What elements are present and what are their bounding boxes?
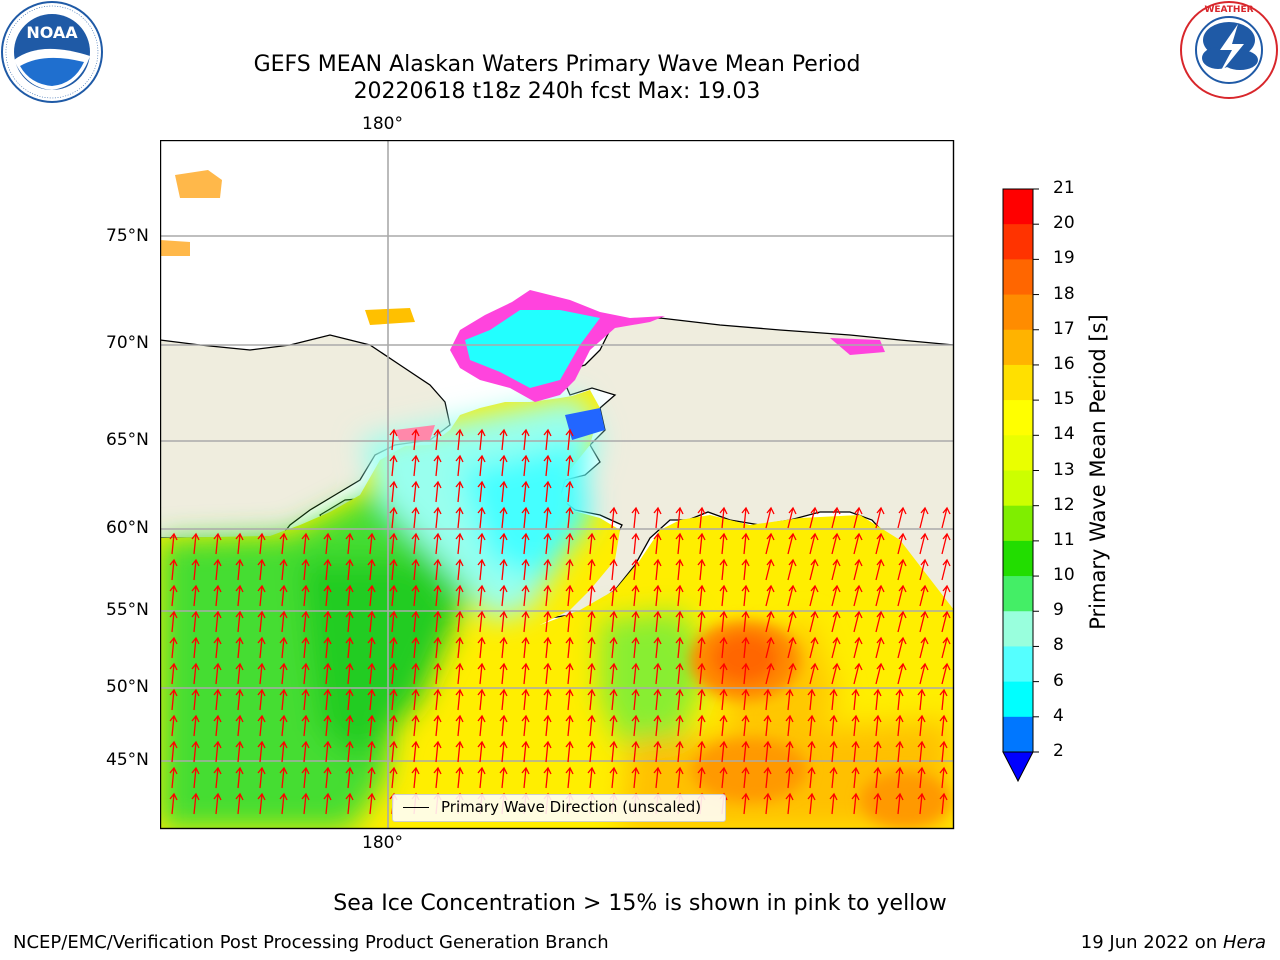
- colorbar-band: [1003, 717, 1033, 753]
- colorbar-band: [1003, 330, 1033, 366]
- colorbar-tick-label: 19: [1053, 248, 1075, 268]
- sea-ice-note: Sea Ice Concentration > 15% is shown in …: [0, 891, 1280, 916]
- lat-label-50: 50°N: [106, 677, 149, 697]
- legend-line-swatch: [403, 807, 429, 808]
- colorbar-band: [1003, 682, 1033, 718]
- colorbar: [1000, 186, 1044, 784]
- colorbar-band: [1003, 295, 1033, 331]
- colorbar-tick-label: 13: [1053, 460, 1075, 480]
- colorbar-tick-label: 14: [1053, 424, 1075, 444]
- colorbar-tick-label: 2: [1053, 741, 1064, 761]
- lat-label-70: 70°N: [106, 333, 149, 353]
- colorbar-bands: [1003, 189, 1033, 753]
- colorbar-band: [1003, 365, 1033, 401]
- colorbar-tick-label: 18: [1053, 284, 1075, 304]
- footer-host: Hera: [1223, 932, 1266, 953]
- colorbar-title: Primary Wave Mean Period [s]: [1086, 314, 1110, 630]
- footer-date: 19 Jun 2022 on: [1081, 932, 1223, 953]
- colorbar-band: [1003, 646, 1033, 682]
- lat-label-60: 60°N: [106, 518, 149, 538]
- colorbar-tick-label: 10: [1053, 565, 1075, 585]
- colorbar-tick-label: 15: [1053, 389, 1075, 409]
- colorbar-tick-label: 12: [1053, 495, 1075, 515]
- colorbar-tick-label: 8: [1053, 635, 1064, 655]
- lon-label-bottom: 180°: [362, 833, 403, 853]
- colorbar-tick-label: 11: [1053, 530, 1075, 550]
- svg-text:WEATHER: WEATHER: [1204, 5, 1253, 15]
- lat-label-45: 45°N: [106, 750, 149, 770]
- noaa-logo: NOAA: [0, 0, 104, 104]
- lat-label-65: 65°N: [106, 430, 149, 450]
- legend-label: Primary Wave Direction (unscaled): [441, 798, 701, 816]
- lon-label-top: 180°: [362, 114, 403, 134]
- colorbar-tick-label: 17: [1053, 319, 1075, 339]
- footer-right: 19 Jun 2022 on Hera: [1081, 932, 1266, 953]
- map-legend: Primary Wave Direction (unscaled): [392, 794, 726, 822]
- svg-text:NOAA: NOAA: [26, 23, 78, 42]
- colorbar-extend-triangle: [1003, 752, 1033, 781]
- colorbar-tick-label: 16: [1053, 354, 1075, 374]
- colorbar-band: [1003, 576, 1033, 612]
- colorbar-band: [1003, 506, 1033, 542]
- colorbar-band: [1003, 435, 1033, 471]
- colorbar-tick-label: 4: [1053, 706, 1064, 726]
- colorbar-band: [1003, 611, 1033, 647]
- colorbar-band: [1003, 400, 1033, 436]
- wave-period-map: [160, 140, 955, 830]
- colorbar-band: [1003, 189, 1033, 225]
- colorbar-tick-label: 20: [1053, 213, 1075, 233]
- lat-label-55: 55°N: [106, 600, 149, 620]
- footer-left: NCEP/EMC/Verification Post Processing Pr…: [13, 932, 609, 953]
- colorbar-tick-label: 6: [1053, 671, 1064, 691]
- colorbar-tick-label: 9: [1053, 600, 1064, 620]
- colorbar-band: [1003, 541, 1033, 577]
- colorbar-band: [1003, 471, 1033, 507]
- colorbar-band: [1003, 259, 1033, 295]
- colorbar-band: [1003, 224, 1033, 260]
- nws-logo: WEATHER: [1178, 0, 1280, 100]
- lat-label-75: 75°N: [106, 226, 149, 246]
- chart-subtitle: 20220618 t18z 240h fcst Max: 19.03: [160, 79, 954, 105]
- colorbar-tick-label: 21: [1053, 178, 1075, 198]
- chart-title: GEFS MEAN Alaskan Waters Primary Wave Me…: [160, 52, 954, 78]
